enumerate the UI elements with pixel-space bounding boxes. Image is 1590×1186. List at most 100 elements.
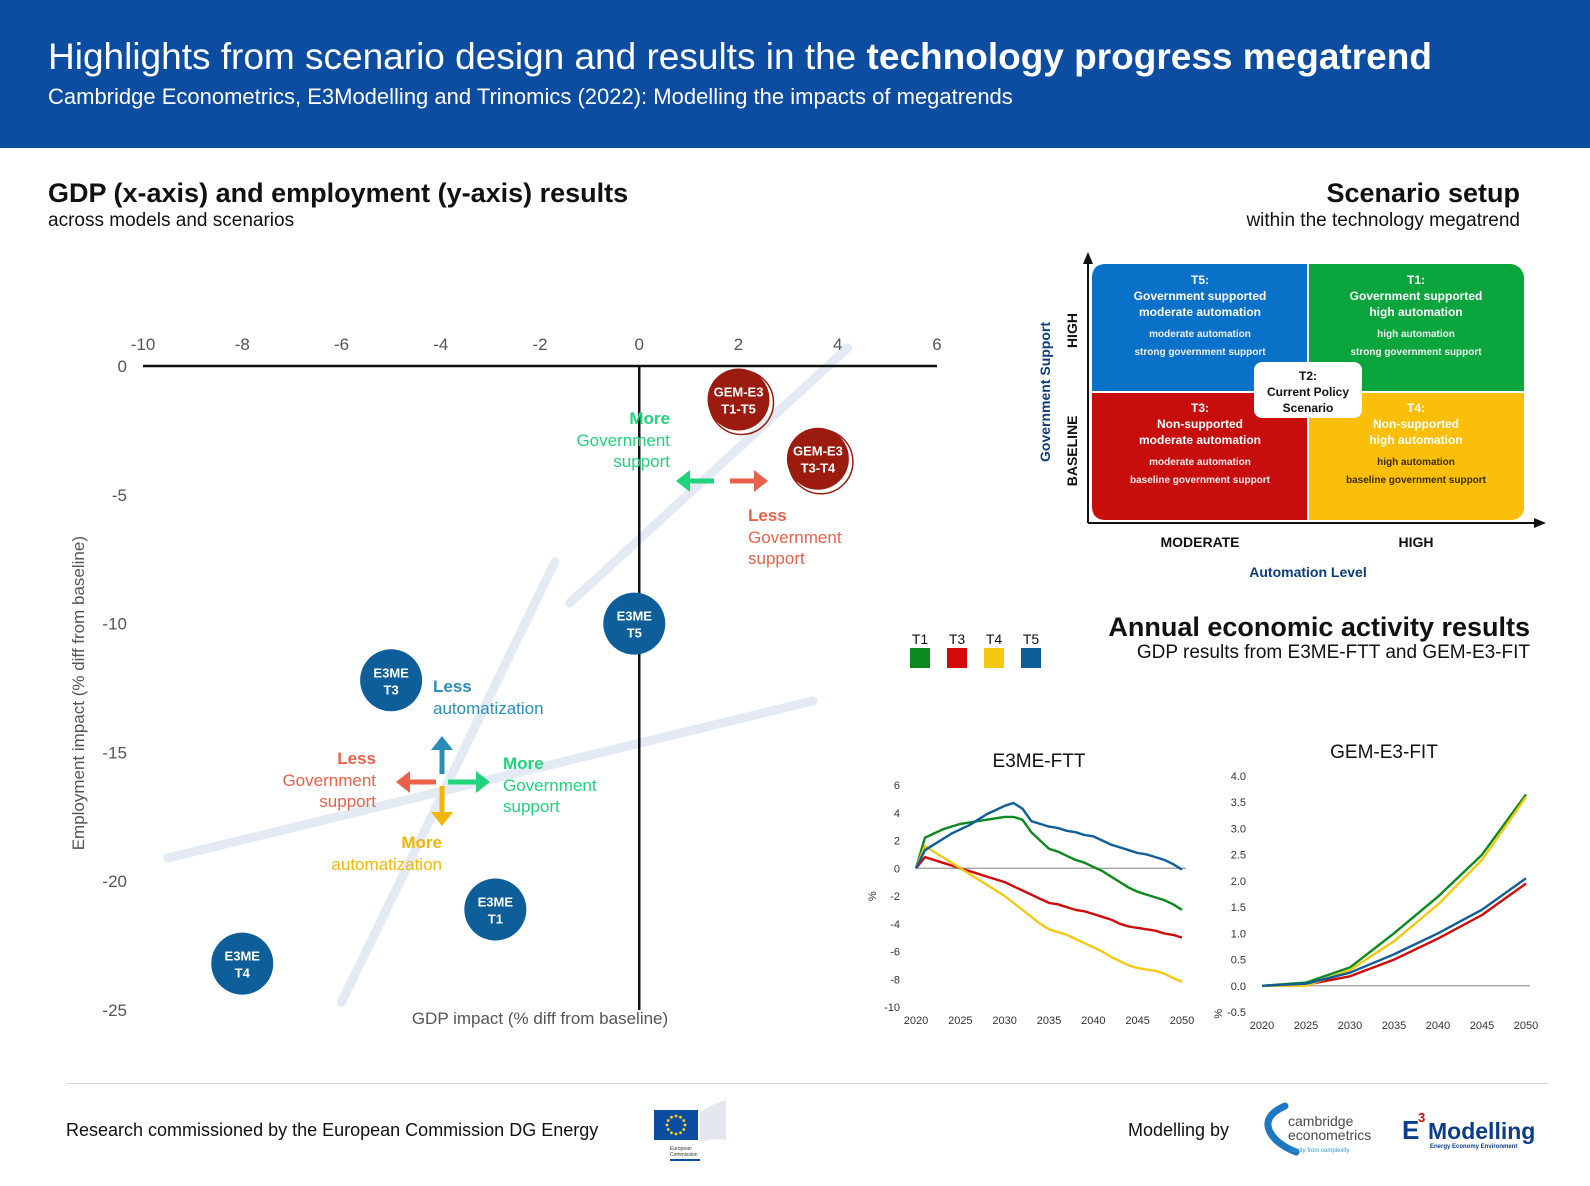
quadrant-t4-title: T4: (1407, 401, 1425, 415)
bubble-label: GEM-E3 (714, 384, 764, 399)
series-line-t5 (914, 801, 1183, 871)
quadrant-t1-detail: strong government support (1350, 347, 1482, 358)
annotation-text: support (503, 797, 560, 816)
scatter-section-subtitle: across models and scenarios (48, 210, 295, 231)
ec-star (683, 1123, 687, 1127)
quadrant-t5-detail: strong government support (1134, 347, 1266, 358)
gem-line-chart: GEM-E3-FIT 4.0 3.5 3.0 2.5 2.0 1.5 1.0 0.5 0.0 -0.… (1213, 742, 1538, 1032)
page-title: Highlights from scenario design and resu… (48, 36, 1432, 77)
quadrant-t5-detail: moderate automation (1149, 329, 1251, 340)
quadrant-t5-line: Government supported (1134, 289, 1267, 303)
y-tick-label: -20 (102, 872, 127, 891)
annotation-text: More (503, 754, 544, 773)
annual-section-subtitle: GDP results from E3ME-FTT and GEM-E3-FIT (1136, 642, 1530, 663)
annotation-text: Government (282, 771, 376, 790)
bubble-label: E3ME (617, 609, 653, 624)
line-chart-title: GEM-E3-FIT (1330, 742, 1438, 763)
bubble-label: T4 (235, 966, 251, 981)
ec-star (666, 1119, 670, 1122)
x-tick-label: 2035 (1382, 1020, 1406, 1032)
x-tick-label: 6 (932, 335, 941, 354)
page-subtitle: Cambridge Econometrics, E3Modelling and … (48, 84, 1013, 109)
quadrant-t3-line: Non-supported (1157, 417, 1243, 431)
y-tick-label: 2.0 (1231, 876, 1246, 888)
y-tick-label: -25 (102, 1001, 127, 1020)
x-tick-label: 2 (734, 335, 743, 354)
quadrant-t1-detail: high automation (1377, 329, 1455, 340)
footer-modelling-by: Modelling by (1128, 1120, 1230, 1140)
series-line-t4 (1262, 796, 1527, 987)
x-tick-label: 2030 (1338, 1020, 1362, 1032)
y-tick-label: 4.0 (1231, 771, 1246, 783)
quadrant-t5-title: T5: (1191, 273, 1209, 287)
x-tick-label: 2020 (904, 1015, 928, 1027)
bubble-label: E3ME (478, 895, 514, 910)
series-line-t1 (1261, 793, 1527, 987)
quadrant-t1-line: Government supported (1350, 289, 1483, 303)
quadrant-t4-detail: high automation (1377, 457, 1455, 468)
e3me-line-chart: E3ME-FTT 6 4 2 0 -2 -4 -6 -8 -10 2020 2025 2030 2035 2… (867, 751, 1194, 1027)
ec-logo-text: European (670, 1146, 692, 1152)
legend-swatch (984, 648, 1004, 668)
annotation-text: More (401, 833, 442, 852)
bubble-point (211, 932, 274, 995)
y-tick-label: 2 (894, 836, 900, 848)
legend-swatch (947, 648, 967, 668)
quadrant-t5 (1092, 264, 1308, 392)
series-line-t1 (914, 815, 1183, 911)
ec-flag-icon (654, 1110, 698, 1140)
annotation-text: Government (503, 776, 597, 795)
more-auto-arrow-head (431, 812, 453, 826)
guide-line (163, 696, 818, 863)
x-tick-label: -8 (235, 335, 250, 354)
quadrant-t3-title: T3: (1191, 401, 1209, 415)
y-tick-label: 6 (894, 780, 900, 792)
y-tick-label: -8 (890, 974, 900, 986)
ec-star (682, 1119, 686, 1122)
quadrant-t3-detail: moderate automation (1149, 457, 1251, 468)
x-tick-label: 2045 (1125, 1015, 1149, 1027)
annotation-text: support (613, 452, 670, 471)
ec-star (666, 1128, 670, 1131)
legend-swatch (1021, 648, 1041, 668)
annotation-text: automatization (331, 855, 442, 874)
series-line-t3 (915, 855, 1183, 939)
bubble-point (786, 427, 849, 490)
x-tick-label: 2030 (992, 1015, 1016, 1027)
scatter-chart: -10 -8 -6 -4 -2 0 2 4 60-5-10-15-20-25 GDP impact… (69, 335, 942, 1028)
bubble-label: T1 (488, 912, 503, 927)
quadrant-t4 (1308, 392, 1524, 520)
quadrant-t1-title: T1: (1407, 273, 1425, 287)
ce-logo-text: econometrics (1288, 1127, 1371, 1143)
y-tick-label: -15 (102, 743, 127, 762)
bubble-label: E3ME (373, 665, 409, 680)
y-tick-label: -0.5 (1227, 1007, 1246, 1019)
y-axis-label: Employment impact (% diff from baseline) (69, 536, 88, 850)
x-axis-label: GDP impact (% diff from baseline) (412, 1009, 668, 1028)
ec-logo-text: Commission (670, 1152, 698, 1158)
y-tick-label: 1.0 (1231, 928, 1246, 940)
x-tick-label: -6 (334, 335, 349, 354)
y-axis-label: % (1213, 1009, 1225, 1019)
quadrant-x-arrowhead (1534, 518, 1546, 528)
x-tick-label: -4 (433, 335, 448, 354)
quadrant-x-category: HIGH (1399, 534, 1434, 550)
quadrant-t1-line: high automation (1369, 305, 1462, 319)
ce-logo-text: cambridge (1288, 1113, 1354, 1129)
x-tick-label: 2045 (1470, 1020, 1494, 1032)
ec-star (674, 1114, 678, 1118)
quadrant-t2-box (1254, 362, 1362, 418)
ec-star (674, 1132, 678, 1136)
quadrant-x-label: Automation Level (1249, 564, 1366, 580)
bubble-label: T1-T5 (721, 401, 756, 416)
ec-star (670, 1131, 673, 1135)
bubble-label: E3ME (225, 949, 261, 964)
ec-building-icon (700, 1100, 726, 1142)
quadrant-t4-line: high automation (1369, 433, 1462, 447)
y-tick-label: 3.5 (1231, 797, 1246, 809)
guide-line (565, 343, 853, 608)
bubble-label: T3-T4 (801, 461, 836, 476)
series-line-t4 (914, 844, 1183, 984)
x-tick-label: 2020 (1250, 1020, 1274, 1032)
